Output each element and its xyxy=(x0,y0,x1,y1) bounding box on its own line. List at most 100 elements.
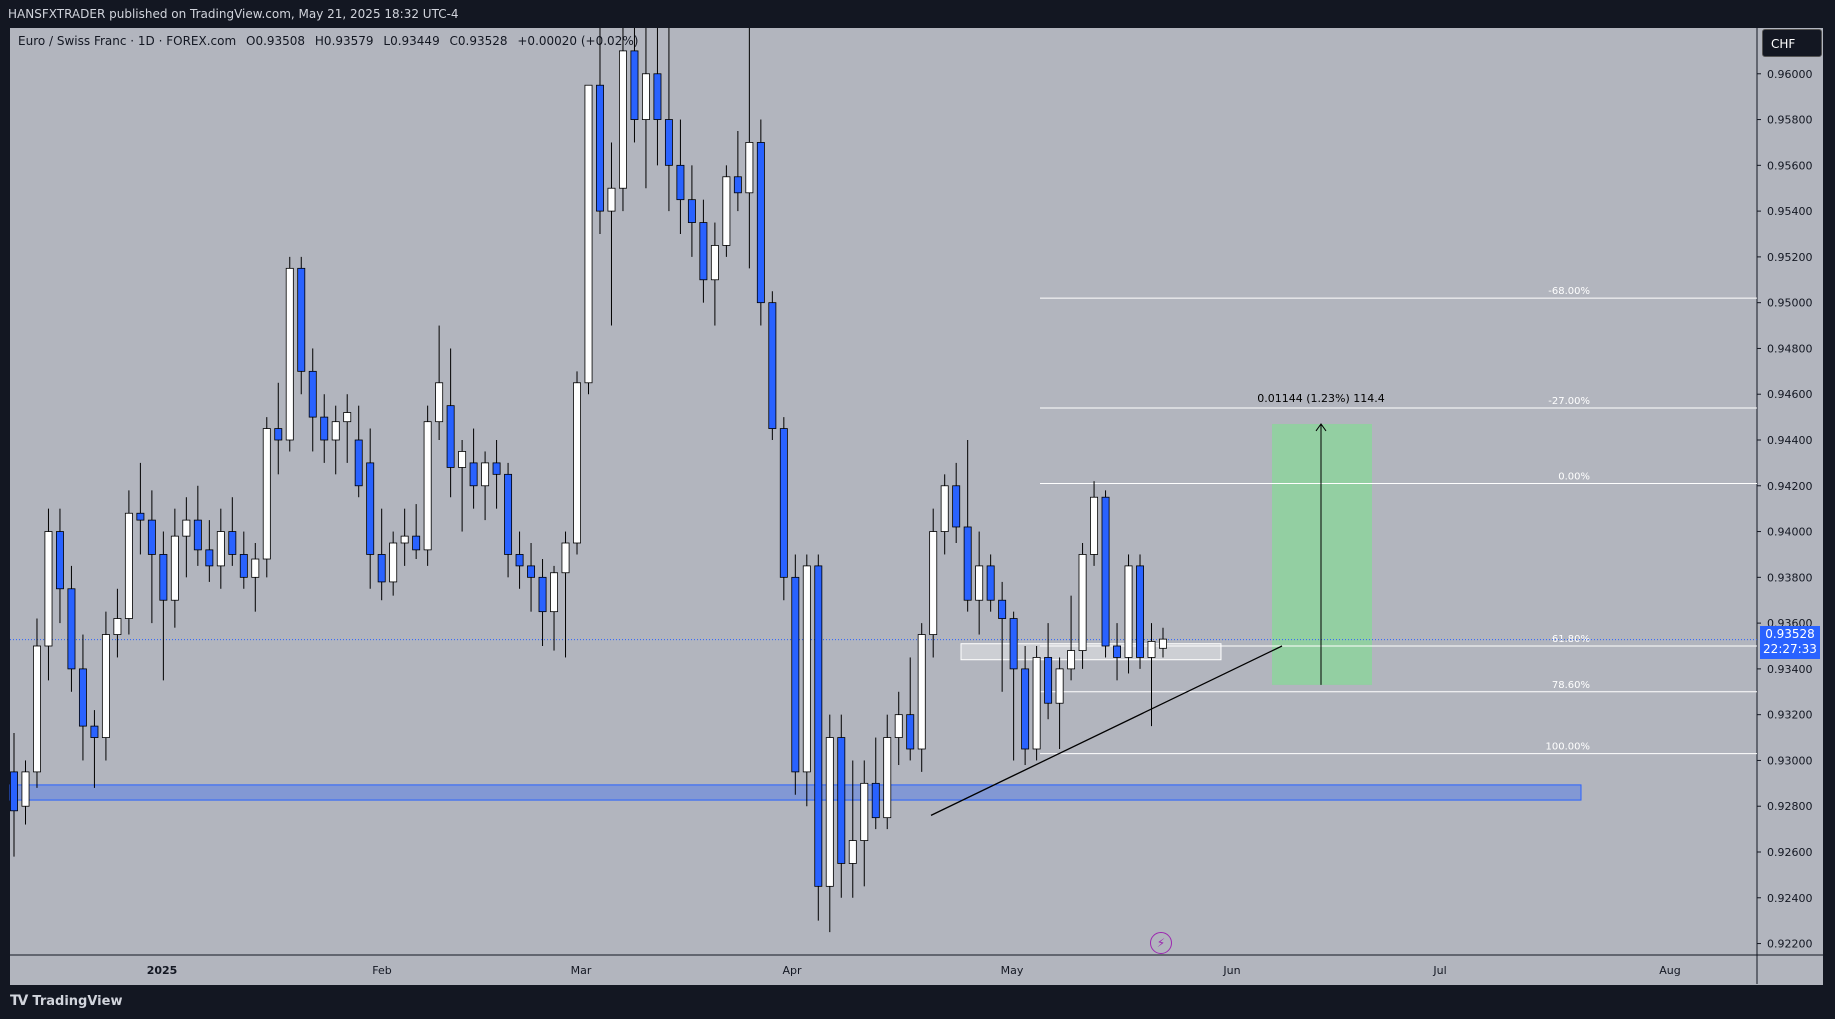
candle-body xyxy=(308,370,317,418)
candle-body xyxy=(297,267,306,372)
y-tick-label: 0.93000 xyxy=(1767,754,1813,767)
candle-body xyxy=(67,588,76,670)
candle-body xyxy=(320,416,329,441)
candle-body xyxy=(251,558,260,578)
y-tick-label: 0.94600 xyxy=(1767,388,1813,401)
change-value: +0.00020 (+0.02%) xyxy=(517,34,639,48)
candle-body xyxy=(837,737,846,864)
y-tick-label: 0.93800 xyxy=(1767,571,1813,584)
candle-body xyxy=(791,576,800,773)
x-tick-label: 2025 xyxy=(147,964,178,977)
candle-body xyxy=(814,565,823,887)
fib-level-label: 100.00% xyxy=(1546,742,1591,753)
candle-body xyxy=(573,382,581,544)
candle-body xyxy=(492,462,501,475)
currency-button[interactable]: CHF xyxy=(1762,29,1822,57)
tradingview-logo: TV TradingView xyxy=(10,993,122,1009)
x-tick-label: Feb xyxy=(372,964,391,977)
last-price-value: 0.93528 xyxy=(1765,627,1815,641)
candle-body xyxy=(860,782,869,841)
candle-body xyxy=(986,565,995,601)
candle-body xyxy=(641,73,650,120)
candle-body xyxy=(262,428,271,560)
candle-body xyxy=(619,50,627,189)
y-tick-label: 0.95200 xyxy=(1767,251,1813,264)
candle-body xyxy=(710,245,719,281)
y-tick-label: 0.94000 xyxy=(1767,526,1813,539)
price-axis-background xyxy=(1757,28,1823,955)
lightning-icon[interactable]: ⚡ xyxy=(1150,932,1172,954)
y-tick-label: 0.93200 xyxy=(1767,709,1813,722)
bar-countdown: 22:27:33 xyxy=(1763,642,1817,656)
candle-body xyxy=(147,519,156,555)
candle-body xyxy=(136,512,145,521)
candle-body xyxy=(1021,668,1030,750)
candle-body xyxy=(848,840,857,864)
footer-bar: TV TradingView xyxy=(0,985,1835,1019)
candle-body xyxy=(779,428,788,578)
candle-body xyxy=(664,119,673,166)
candle-body xyxy=(515,554,524,567)
candle-body xyxy=(124,512,133,619)
candle-body xyxy=(825,737,834,887)
candle-body xyxy=(940,485,949,532)
candle-body xyxy=(607,187,616,212)
candle-body xyxy=(101,634,110,738)
y-tick-label: 0.95600 xyxy=(1767,159,1813,172)
measure-label: 0.01144 (1.23%) 114.4 xyxy=(1257,392,1385,405)
candle-body xyxy=(504,473,513,555)
candle-body xyxy=(802,565,811,773)
candle-body xyxy=(1101,496,1110,647)
candle-body xyxy=(1147,641,1156,658)
y-tick-label: 0.94400 xyxy=(1767,434,1813,447)
candle-body xyxy=(630,50,639,120)
candle-body xyxy=(274,428,283,441)
candle-body xyxy=(90,725,99,738)
fib-level-label: 78.60% xyxy=(1552,680,1590,691)
candle-body xyxy=(1090,496,1099,555)
x-tick-label: May xyxy=(1001,964,1024,977)
brand-label: TradingView xyxy=(32,993,123,1009)
open-value: O0.93508 xyxy=(246,34,306,48)
measure-arrowhead xyxy=(1315,423,1327,432)
y-tick-label: 0.92400 xyxy=(1767,892,1813,905)
y-tick-label: 0.96000 xyxy=(1767,68,1813,81)
candle-body xyxy=(1044,657,1053,704)
candle-body xyxy=(722,176,731,246)
candle-body xyxy=(550,572,558,613)
candle-body xyxy=(21,771,30,807)
candle-body xyxy=(400,535,409,544)
candle-body xyxy=(1067,650,1076,670)
candle-body xyxy=(205,549,214,567)
candle-body xyxy=(239,554,248,578)
candle-body xyxy=(469,462,478,487)
last-price-tag: 0.93528 22:27:33 xyxy=(1760,626,1820,659)
candle-body xyxy=(584,84,593,384)
y-tick-label: 0.95000 xyxy=(1767,297,1813,310)
candle-body xyxy=(446,405,455,468)
close-value: C0.93528 xyxy=(449,34,508,48)
x-tick-label: Jul xyxy=(1432,964,1446,977)
candle-body xyxy=(1032,657,1041,750)
low-value: L0.93449 xyxy=(383,34,440,48)
candle-body xyxy=(1009,618,1018,670)
candle-body xyxy=(975,565,984,601)
candle-body xyxy=(10,771,18,812)
candle-body xyxy=(745,142,754,194)
candle-body xyxy=(676,164,685,201)
y-tick-label: 0.95400 xyxy=(1767,205,1813,218)
ascending-trendline xyxy=(930,645,1283,816)
publish-line: HANSFXTRADER published on TradingView.co… xyxy=(8,7,459,21)
candle-body xyxy=(458,451,467,468)
candle-body xyxy=(285,267,294,441)
candle-body xyxy=(343,412,352,423)
target-zone xyxy=(1272,423,1372,685)
x-tick-label: Mar xyxy=(571,964,592,977)
candle-body xyxy=(113,618,122,635)
candle-body xyxy=(1055,668,1064,704)
candle-body xyxy=(906,714,915,750)
candle-body xyxy=(998,599,1007,619)
candle-body xyxy=(561,542,570,574)
y-tick-label: 0.94200 xyxy=(1767,480,1813,493)
